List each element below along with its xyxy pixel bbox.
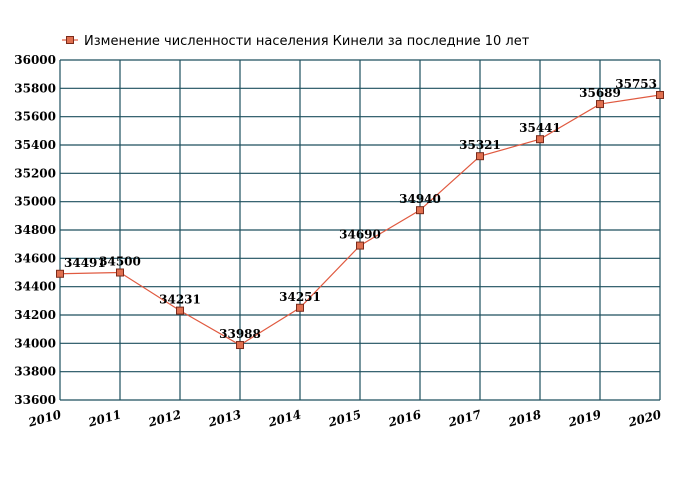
grid (59, 59, 661, 401)
x-tick-label: 2015 (326, 407, 363, 429)
data-point (116, 268, 124, 277)
data-label: 34940 (399, 192, 441, 206)
data-label: 35689 (579, 86, 621, 100)
data-label: 35321 (459, 138, 501, 152)
x-tick-label: 2020 (626, 407, 663, 430)
legend: Изменение численности населения Кинели з… (62, 34, 530, 49)
legend-entry: Изменение численности населения Кинели з… (84, 34, 530, 49)
x-tick-label: 2014 (266, 407, 303, 429)
data-label: 35441 (519, 121, 561, 135)
x-tick-label: 2016 (386, 407, 423, 430)
y-axis-ticks: 33600 33800 34000 34200 34400 34600 34800 35000… (14, 53, 56, 407)
y-tick-label: 35800 (14, 81, 56, 95)
data-label: 34491 (64, 256, 106, 270)
y-tick-label: 33600 (14, 393, 56, 407)
y-tick-label: 35600 (14, 110, 56, 124)
y-tick-label: 35000 (14, 195, 56, 209)
data-point (56, 269, 64, 278)
series-population (56, 90, 664, 350)
data-point (176, 306, 184, 315)
data-point (296, 303, 304, 312)
x-tick-label: 2017 (446, 407, 483, 430)
y-tick-label: 34800 (14, 223, 56, 237)
data-label: 35753 (615, 77, 657, 91)
data-point (356, 241, 364, 250)
data-point (596, 100, 604, 109)
data-label: 34251 (279, 290, 321, 304)
data-point (536, 135, 544, 144)
y-tick-label: 35200 (14, 166, 56, 180)
data-point (416, 206, 424, 215)
data-label: 33988 (219, 327, 261, 341)
data-label: 34500 (99, 255, 141, 269)
data-point (656, 90, 664, 99)
x-tick-label: 2019 (566, 407, 603, 430)
y-tick-label: 34600 (14, 251, 56, 265)
x-tick-label: 2018 (506, 407, 543, 430)
x-axis-ticks: 2010 2011 2012 2013 2014 2015 2016 2017 2018 2019… (26, 407, 663, 430)
y-tick-label: 34400 (14, 280, 56, 294)
y-tick-label: 34000 (14, 336, 56, 350)
data-label: 34231 (159, 293, 201, 307)
data-label: 34690 (339, 228, 381, 242)
x-tick-label: 2010 (26, 407, 63, 430)
y-tick-label: 36000 (14, 53, 56, 67)
x-tick-label: 2013 (206, 407, 243, 429)
x-tick-label: 2011 (86, 407, 123, 429)
data-point (476, 152, 484, 161)
x-tick-label: 2012 (146, 407, 183, 429)
y-tick-label: 34200 (14, 308, 56, 322)
y-tick-label: 33800 (14, 365, 56, 379)
legend-marker (66, 36, 74, 44)
y-tick-label: 35400 (14, 138, 56, 152)
data-point (236, 341, 244, 350)
